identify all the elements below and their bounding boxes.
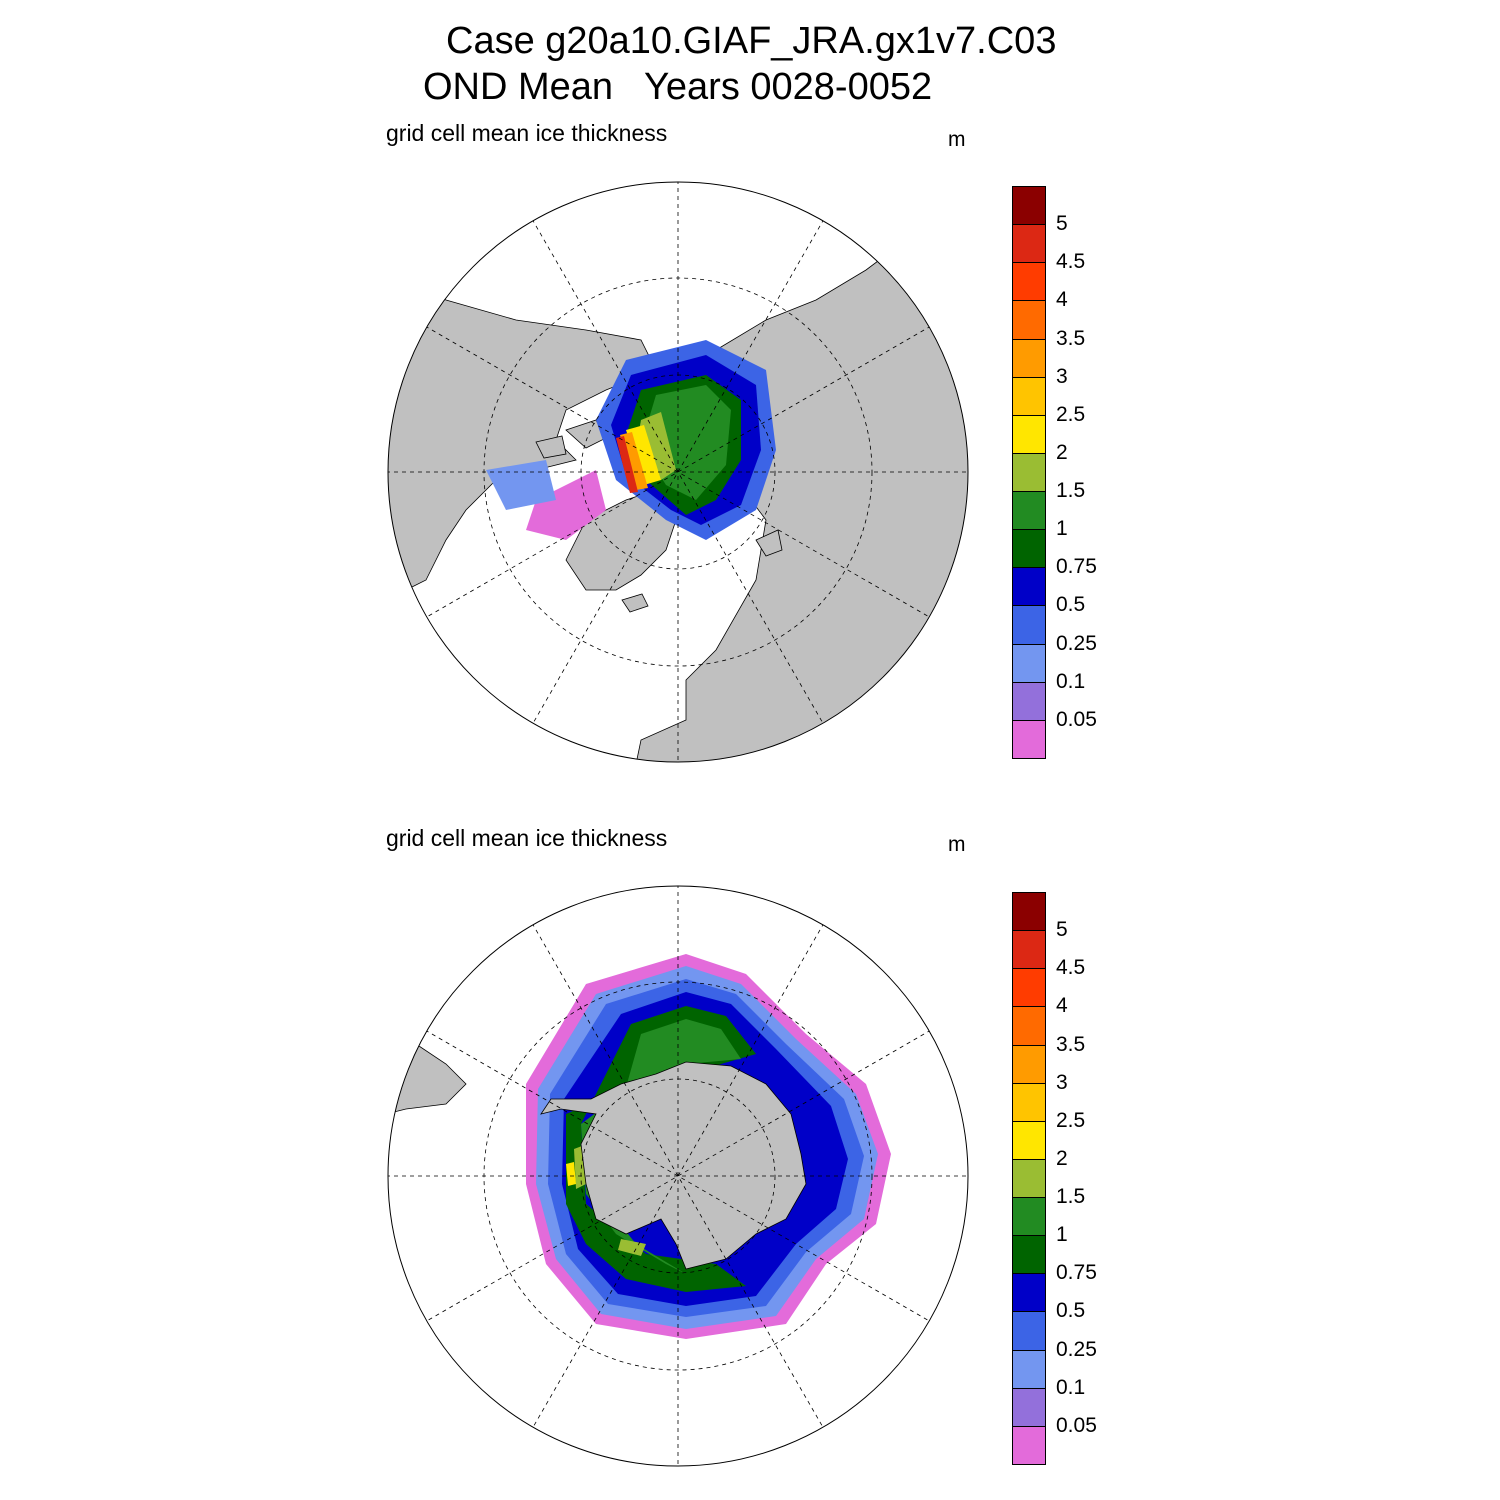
colorbar-swatch — [1012, 681, 1046, 721]
colorbar-swatch — [1012, 376, 1046, 416]
colorbar-swatch — [1012, 1197, 1046, 1237]
arctic-colorbar: 0.05 0.1 0.25 0.5 0.75 1 1.5 2 2.5 3 3.5 4 4.5 5 — [1012, 186, 1132, 759]
colorbar-tick-label: 3.5 — [1056, 1032, 1086, 1056]
antarctic-ice-darkgreen — [566, 1006, 756, 1292]
colorbar-tick-label: 0.1 — [1056, 669, 1086, 693]
colorbar-swatch — [1012, 338, 1046, 378]
colorbar-tick-label: 2.5 — [1056, 402, 1086, 426]
colorbar-tick-label: 0.05 — [1056, 1413, 1097, 1437]
colorbar-swatch — [1012, 892, 1046, 932]
colorbar-tick-label: 2 — [1056, 440, 1068, 464]
arctic-ice-orange — [620, 432, 648, 490]
colorbar-tick-label: 4.5 — [1056, 250, 1086, 274]
arctic-ice-pink — [526, 470, 606, 540]
figure-title-case: Case g20a10.GIAF_JRA.gx1v7.C03 — [446, 20, 1057, 62]
colorbar-tick-label: 0.25 — [1056, 631, 1097, 655]
iceland-land — [621, 593, 649, 613]
colorbar-swatch — [1012, 930, 1046, 970]
colorbar-swatch — [1012, 1006, 1046, 1046]
colorbar-swatch — [1012, 1044, 1046, 1084]
colorbar-tick-label: 4 — [1056, 288, 1068, 312]
colorbar-swatch — [1012, 1425, 1046, 1465]
arctic-ice-lightblue — [486, 460, 556, 510]
svalbard-land — [755, 529, 783, 557]
colorbar-swatch — [1012, 1235, 1046, 1275]
antarctic-ice-yellow — [566, 1162, 576, 1186]
antarctic-ice-green — [581, 1019, 741, 1274]
antarctic-colorbar: 0.05 0.1 0.25 0.5 0.75 1 1.5 2 2.5 3 3.5 4 4.5 5 — [1012, 892, 1132, 1465]
colorbar-swatch — [1012, 300, 1046, 340]
colorbar-swatch — [1012, 1273, 1046, 1313]
arctic-units-label: m — [948, 128, 966, 151]
colorbar-swatch — [1012, 1349, 1046, 1389]
colorbar-tick-label: 4 — [1056, 994, 1068, 1018]
colorbar-swatch — [1012, 1387, 1046, 1427]
figure-title-period: OND Mean Years 0028-0052 — [423, 66, 933, 108]
colorbar-swatch — [1012, 1082, 1046, 1122]
antarctic-graticule — [388, 886, 968, 1466]
colorbar-swatch — [1012, 643, 1046, 683]
colorbar-tick-label: 0.5 — [1056, 593, 1086, 617]
arctic-ice-yellow — [626, 425, 661, 485]
antarctic-panel-label: grid cell mean ice thickness — [386, 825, 668, 851]
colorbar-tick-label: 5 — [1056, 212, 1068, 236]
antarctic-map — [387, 885, 969, 1467]
antarctic-ice-olive — [574, 1146, 646, 1256]
colorbar-swatch — [1012, 567, 1046, 607]
colorbar-swatch — [1012, 968, 1046, 1008]
colorbar-swatch — [1012, 1120, 1046, 1160]
colorbar-tick-label: 3.5 — [1056, 326, 1086, 350]
colorbar-tick-label: 0.25 — [1056, 1337, 1097, 1361]
antarctic-map-border — [387, 885, 969, 1467]
colorbar-tick-label: 0.1 — [1056, 1375, 1086, 1399]
antarctic-units-label: m — [948, 833, 966, 856]
colorbar-swatch — [1012, 414, 1046, 454]
colorbar-tick-label: 2 — [1056, 1146, 1068, 1170]
colorbar-tick-label: 3 — [1056, 1070, 1068, 1094]
colorbar-swatch — [1012, 224, 1046, 264]
colorbar-swatch — [1012, 186, 1046, 226]
colorbar-tick-label: 4.5 — [1056, 956, 1086, 980]
colorbar-tick-label: 1.5 — [1056, 479, 1086, 503]
colorbar-swatch — [1012, 1158, 1046, 1199]
arctic-panel-label: grid cell mean ice thickness — [386, 120, 668, 146]
colorbar-swatch — [1012, 491, 1046, 531]
colorbar-tick-label: 0.75 — [1056, 1261, 1097, 1285]
colorbar-tick-label: 1.5 — [1056, 1185, 1086, 1209]
arctic-map — [387, 181, 969, 763]
antarctica-land — [540, 1061, 807, 1270]
colorbar-tick-label: 1 — [1056, 517, 1068, 541]
colorbar-swatch — [1012, 719, 1046, 759]
colorbar-swatch — [1012, 605, 1046, 645]
colorbar-swatch — [1012, 262, 1046, 302]
colorbar-tick-label: 1 — [1056, 1223, 1068, 1247]
colorbar-tick-label: 5 — [1056, 918, 1068, 942]
colorbar-swatch — [1012, 529, 1046, 569]
colorbar-tick-label: 0.75 — [1056, 555, 1097, 579]
colorbar-tick-label: 0.05 — [1056, 707, 1097, 731]
arctic-map-border — [387, 181, 969, 763]
arctic-graticule — [388, 182, 968, 762]
colorbar-tick-label: 2.5 — [1056, 1108, 1086, 1132]
colorbar-swatch — [1012, 1311, 1046, 1351]
arctic-ice-red — [616, 436, 638, 493]
colorbar-tick-label: 3 — [1056, 364, 1068, 388]
colorbar-tick-label: 0.5 — [1056, 1299, 1086, 1323]
colorbar-swatch — [1012, 452, 1046, 493]
arctic-ice-olive — [636, 412, 676, 480]
